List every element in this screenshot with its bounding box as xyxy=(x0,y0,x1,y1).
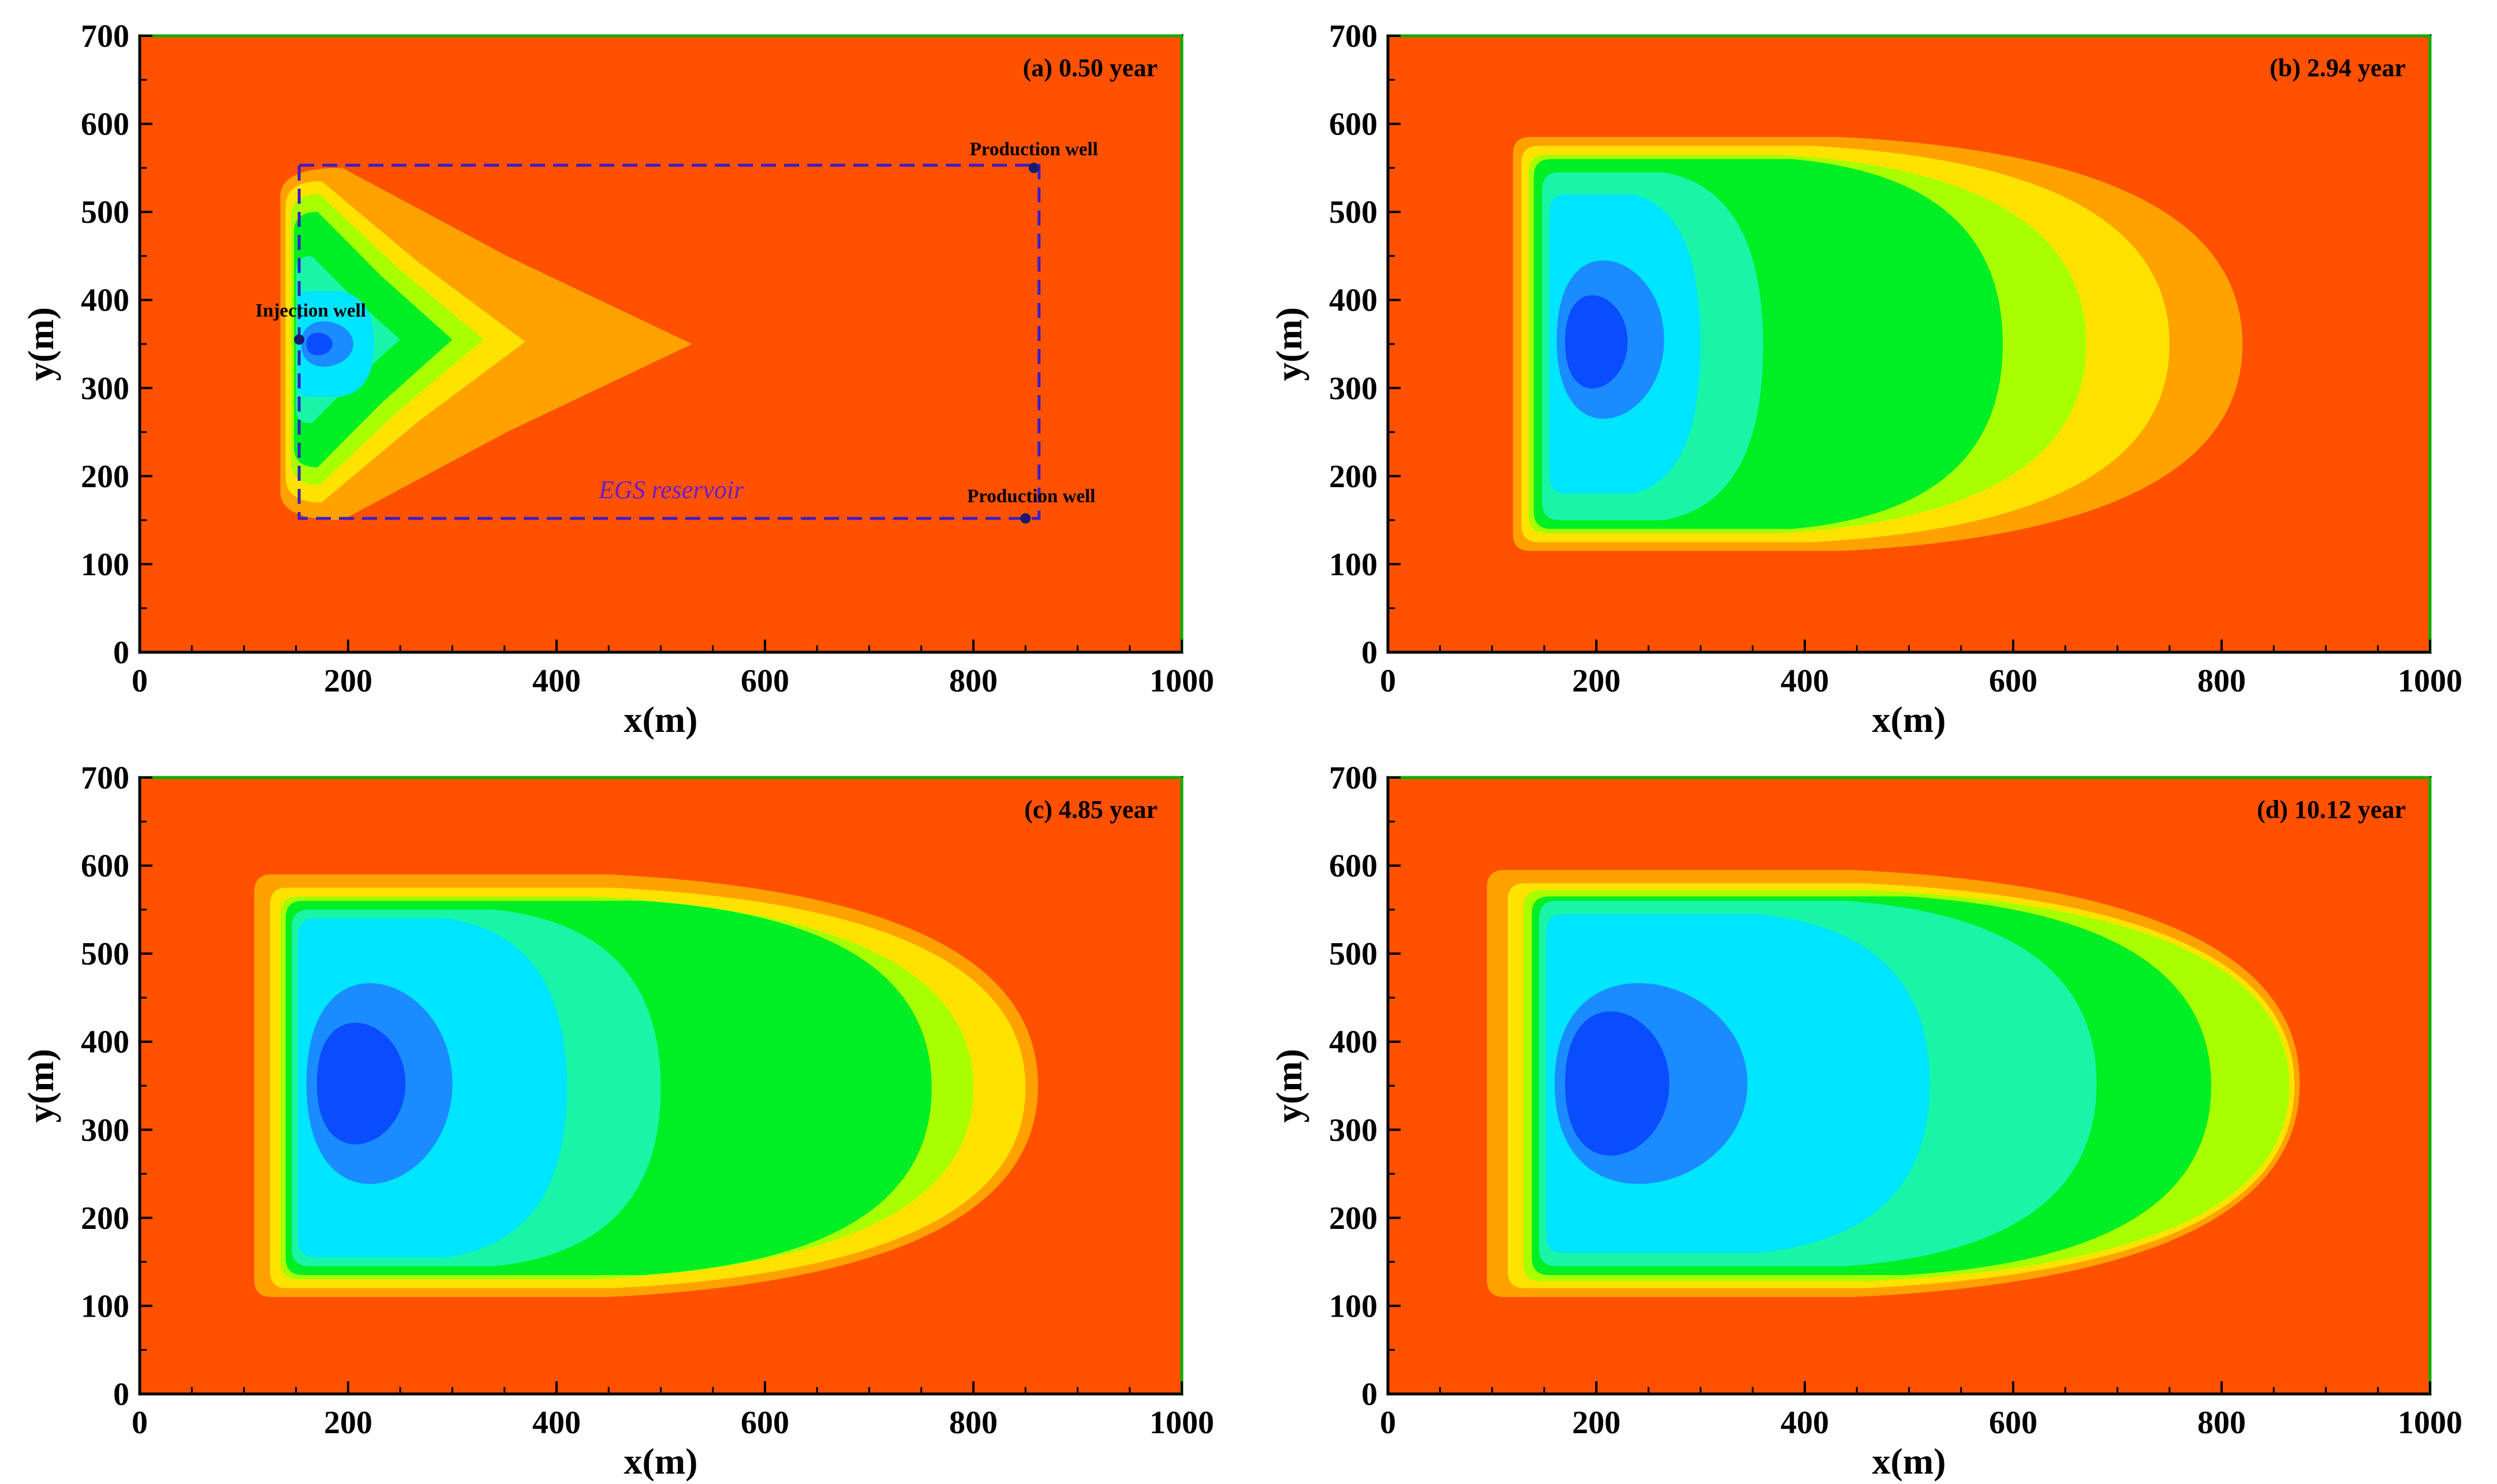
x-tick-label: 600 xyxy=(741,663,789,699)
x-tick-label: 600 xyxy=(741,1405,789,1441)
x-axis-label: x(m) xyxy=(1872,699,1946,740)
y-tick-label: 600 xyxy=(1329,848,1378,884)
y-axis-label: y(m) xyxy=(20,1049,61,1123)
x-tick-label: 1000 xyxy=(1149,663,1214,699)
x-tick-label: 800 xyxy=(2197,663,2246,699)
contour-level-0 xyxy=(1565,1011,1670,1156)
y-tick-label: 500 xyxy=(1329,195,1378,230)
y-tick-label: 200 xyxy=(81,459,129,495)
x-axis-label: x(m) xyxy=(624,699,698,740)
y-axis-label: y(m) xyxy=(1268,307,1309,381)
x-tick-label: 0 xyxy=(1380,1405,1396,1441)
x-tick-label: 400 xyxy=(532,1405,581,1441)
y-tick-label: 0 xyxy=(113,1377,129,1412)
y-tick-label: 0 xyxy=(113,635,129,671)
x-tick-label: 600 xyxy=(1989,663,2037,699)
y-tick-label: 700 xyxy=(81,760,129,796)
y-tick-label: 500 xyxy=(81,195,129,230)
y-tick-label: 400 xyxy=(81,283,129,319)
x-tick-label: 200 xyxy=(1572,1405,1621,1441)
y-tick-label: 600 xyxy=(81,848,129,884)
x-tick-label: 600 xyxy=(1989,1405,2037,1441)
panel-c: 0 200 400 600 800 1000 0 100 200 300 400 500 600 700 x… xyxy=(20,760,1214,1482)
x-tick-label: 1000 xyxy=(1149,1405,1214,1441)
panel-b: 0 200 400 600 800 1000 0 100 200 300 400 500 600 700 x… xyxy=(1268,18,2462,740)
y-tick-label: 100 xyxy=(81,1288,129,1324)
y-tick-label: 600 xyxy=(1329,107,1378,143)
y-tick-label: 300 xyxy=(1329,371,1378,406)
y-tick-label: 200 xyxy=(1329,1201,1378,1236)
contour-level-0 xyxy=(316,1022,406,1145)
y-tick-label: 0 xyxy=(1361,635,1378,671)
x-tick-label: 0 xyxy=(132,663,148,699)
y-tick-label: 300 xyxy=(81,371,129,406)
y-tick-label: 100 xyxy=(1329,1288,1378,1324)
x-tick-label: 400 xyxy=(532,663,581,699)
panel-title: (c) 4.85 year xyxy=(1024,795,1158,824)
y-tick-label: 200 xyxy=(1329,459,1378,495)
x-axis-label: x(m) xyxy=(1872,1441,1946,1482)
x-tick-label: 200 xyxy=(324,1405,372,1441)
y-tick-label: 400 xyxy=(1329,283,1378,319)
y-tick-label: 500 xyxy=(81,936,129,972)
y-axis-label: y(m) xyxy=(20,307,61,381)
production-well-marker xyxy=(1020,513,1031,524)
x-tick-label: 1000 xyxy=(2398,1405,2462,1441)
production-well-label: Production well xyxy=(970,139,1098,160)
x-axis-label: x(m) xyxy=(624,1441,698,1482)
y-tick-label: 500 xyxy=(1329,936,1378,972)
x-tick-label: 200 xyxy=(1572,663,1621,699)
injection-well-label: Injection well xyxy=(255,300,366,321)
y-tick-label: 300 xyxy=(1329,1112,1378,1148)
y-tick-label: 300 xyxy=(81,1112,129,1148)
panel-title: (b) 2.94 year xyxy=(2270,54,2406,82)
egs-reservoir-label: EGS reservoir xyxy=(598,476,744,504)
panel-title: (d) 10.12 year xyxy=(2257,795,2406,824)
x-tick-label: 200 xyxy=(324,663,372,699)
production-well-label: Production well xyxy=(967,486,1095,507)
panel-title: (a) 0.50 year xyxy=(1023,54,1158,82)
y-tick-label: 100 xyxy=(1329,547,1378,582)
x-tick-label: 800 xyxy=(949,1405,998,1441)
y-tick-label: 200 xyxy=(81,1201,129,1236)
y-axis-label: y(m) xyxy=(1268,1049,1309,1123)
x-tick-label: 800 xyxy=(949,663,998,699)
y-tick-label: 700 xyxy=(1329,760,1378,796)
x-tick-label: 0 xyxy=(132,1405,148,1441)
panel-a: 0 200 400 600 800 1000 0 100 200 300 400 500 600 700 x… xyxy=(20,18,1214,740)
panel-d: 0 200 400 600 800 1000 0 100 200 300 400 500 600 700 x… xyxy=(1268,760,2462,1482)
y-tick-label: 0 xyxy=(1361,1377,1378,1412)
x-tick-label: 400 xyxy=(1781,1405,1829,1441)
production-well-marker xyxy=(1028,162,1039,173)
y-tick-label: 400 xyxy=(81,1025,129,1060)
x-tick-label: 800 xyxy=(2197,1405,2246,1441)
y-tick-label: 600 xyxy=(81,107,129,143)
contour-level-0 xyxy=(306,332,333,356)
y-tick-label: 700 xyxy=(1329,18,1378,54)
y-tick-label: 400 xyxy=(1329,1025,1378,1060)
x-tick-label: 0 xyxy=(1380,663,1396,699)
contour-level-0 xyxy=(1565,295,1628,389)
y-tick-label: 100 xyxy=(81,547,129,582)
injection-well-marker xyxy=(294,334,305,345)
x-tick-label: 400 xyxy=(1781,663,1829,699)
x-tick-label: 1000 xyxy=(2398,663,2462,699)
y-tick-label: 700 xyxy=(81,18,129,54)
